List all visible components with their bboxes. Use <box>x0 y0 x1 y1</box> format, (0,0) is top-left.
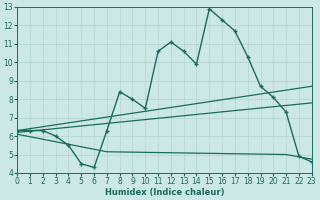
X-axis label: Humidex (Indice chaleur): Humidex (Indice chaleur) <box>105 188 224 197</box>
